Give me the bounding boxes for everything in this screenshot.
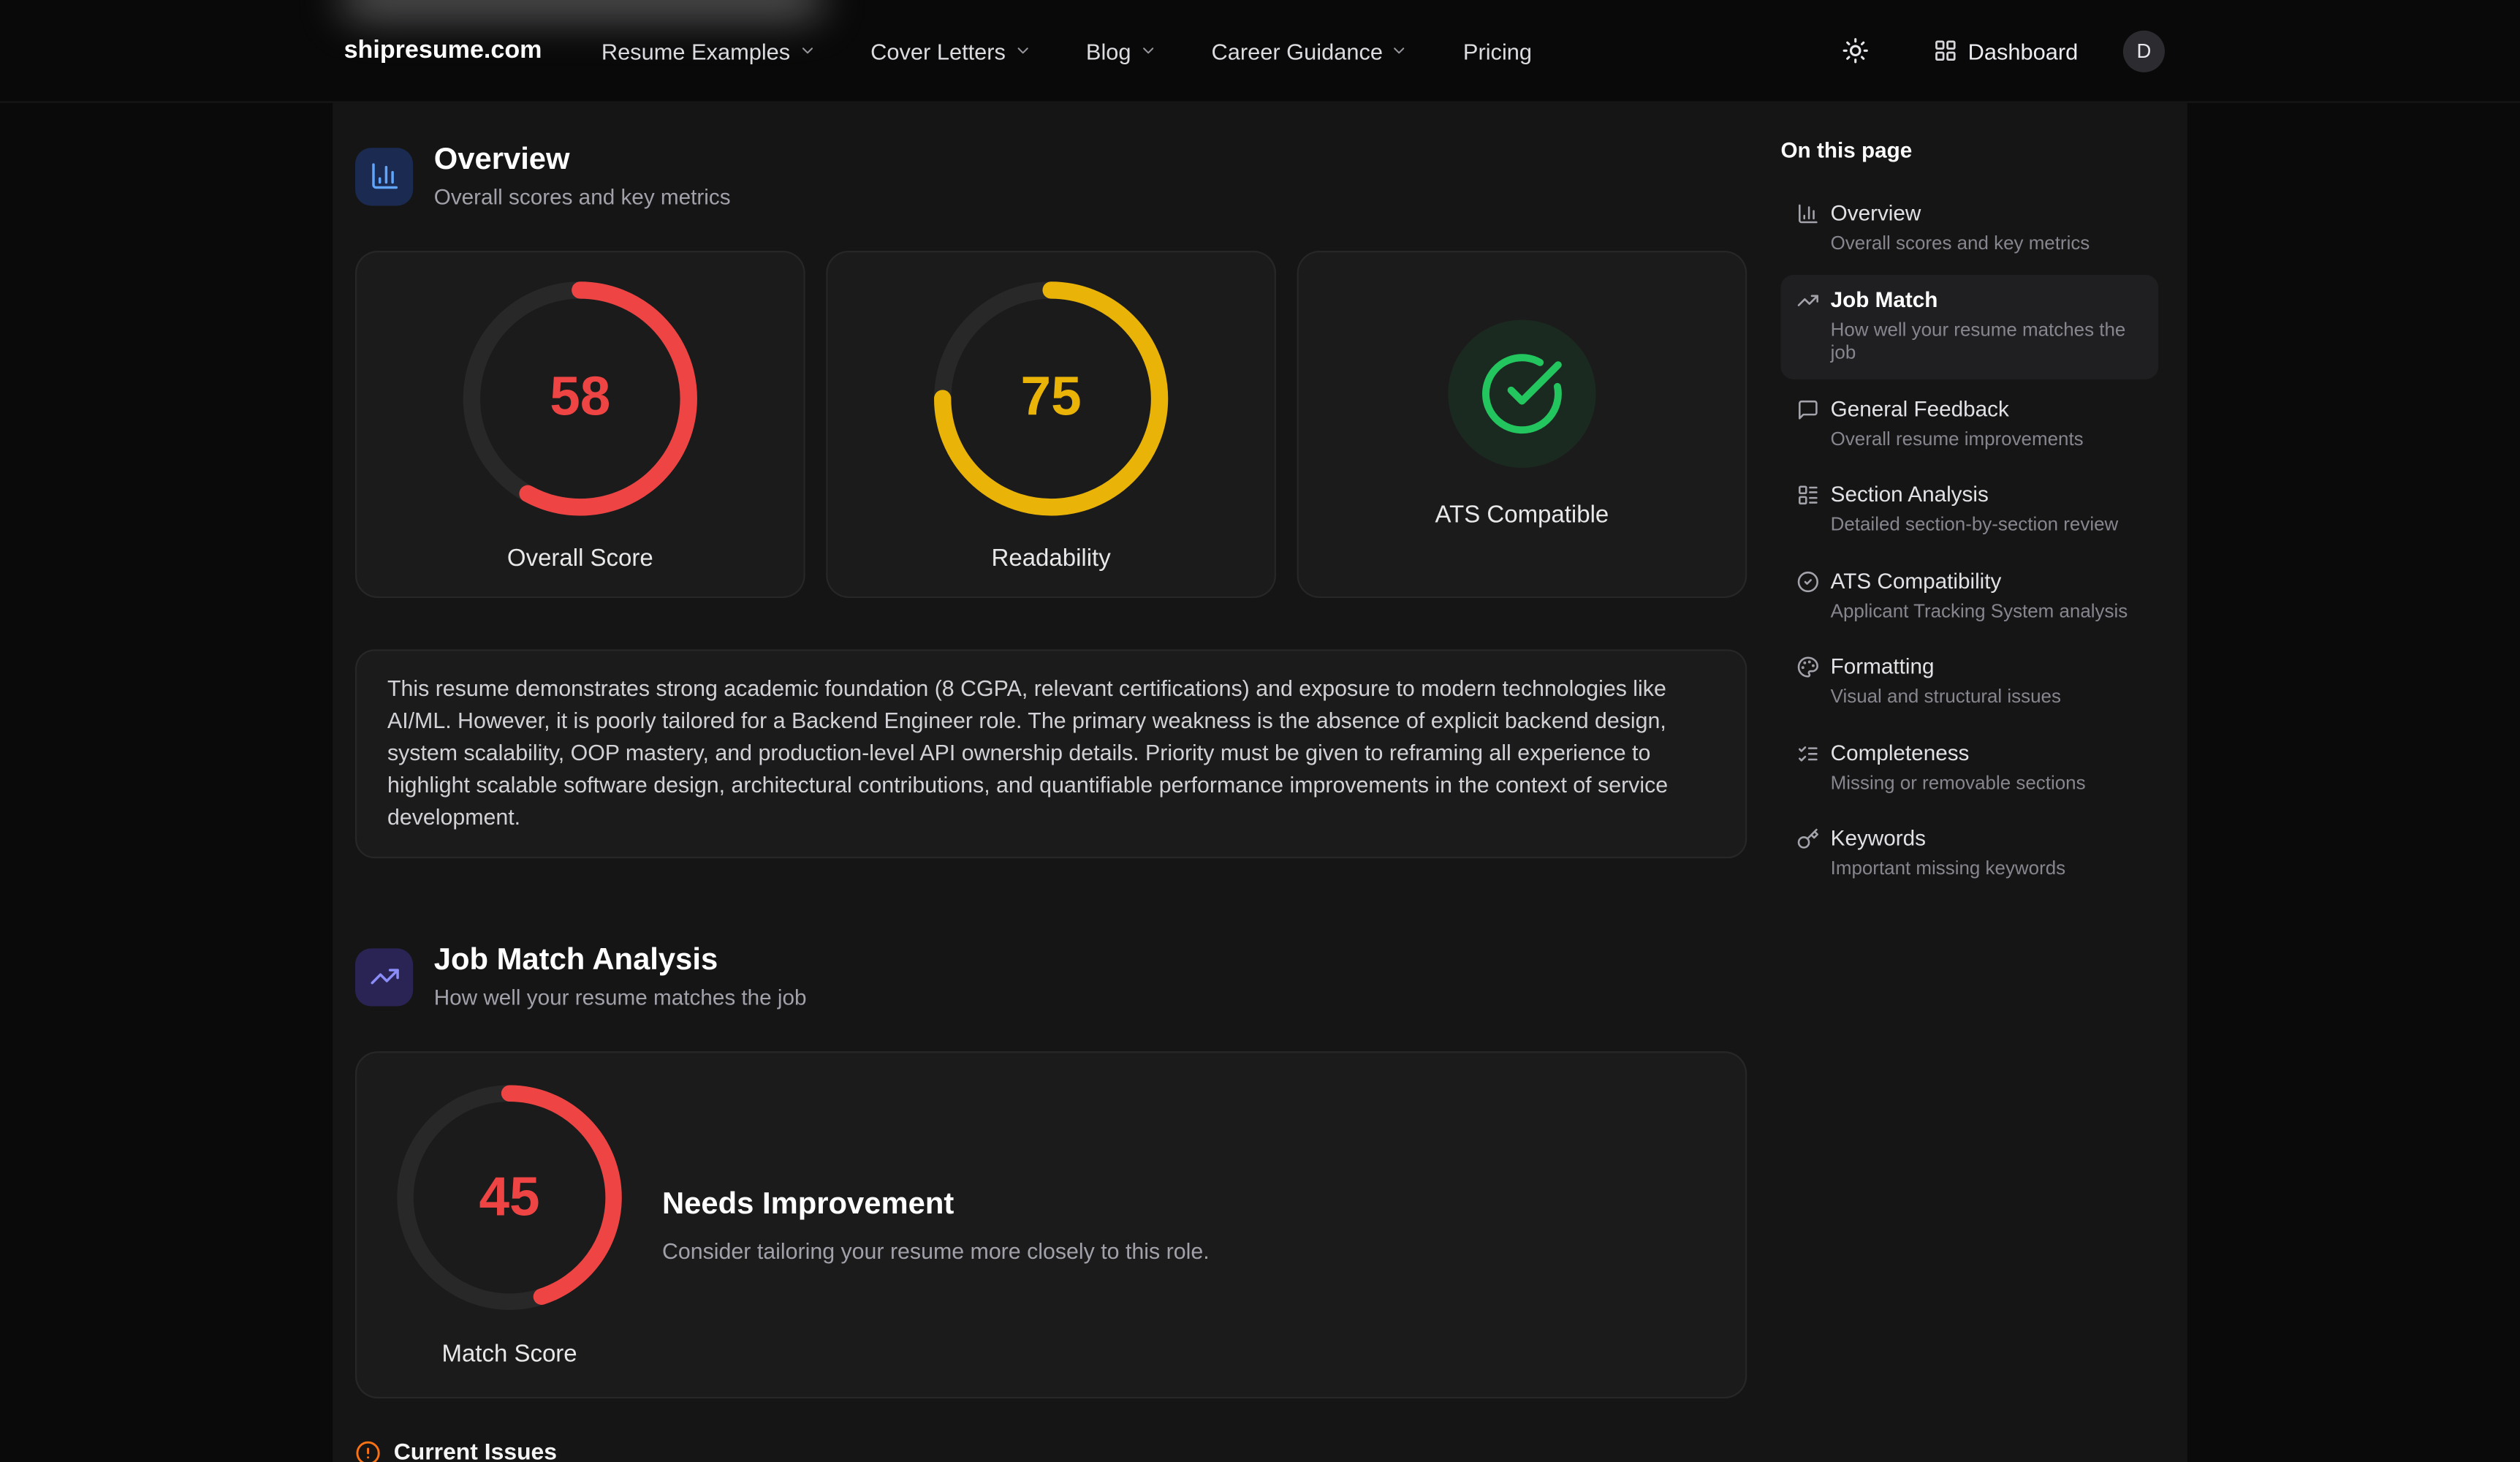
toc-item-job-match[interactable]: Job Match How well your resume matches th…	[1780, 273, 2159, 379]
list-checks-icon	[1796, 742, 1819, 765]
job-match-title: Job Match Analysis	[433, 943, 718, 977]
nav-blur-artifact	[341, 0, 823, 18]
readability-gauge: 75	[930, 277, 1172, 518]
toc-item-general-feedback[interactable]: General Feedback Overall resume improveme…	[1780, 383, 2158, 464]
toc-heading: On this page	[1780, 138, 1913, 163]
overview-summary-card: This resume demonstrates strong academic…	[354, 649, 1747, 859]
current-issues-title: Current Issues	[393, 1440, 558, 1462]
overall-score-gauge: 58	[460, 277, 701, 518]
nav-item-blog[interactable]: Blog	[1086, 38, 1157, 64]
chevron-down-icon	[1142, 48, 1153, 54]
page-panel: Overview Overall scores and key metrics …	[333, 102, 2187, 1462]
check-circle-icon	[1796, 570, 1819, 593]
nav-item-cover-letters[interactable]: Cover Letters	[870, 38, 1031, 64]
bar-chart-icon	[371, 163, 397, 189]
job-match-card: 45 Match Score Needs Improvement Conside…	[354, 1051, 1747, 1399]
message-square-icon	[1796, 398, 1819, 420]
chevron-down-icon	[1394, 48, 1405, 54]
palette-icon	[1796, 656, 1819, 678]
nav-item-label: Cover Letters	[870, 37, 1006, 64]
trending-up-icon	[370, 969, 398, 985]
toc-item-ats-compatibility[interactable]: ATS Compatibility Applicant Tracking Syst…	[1780, 556, 2158, 637]
overall-score-card: 58 Overall Score	[354, 251, 805, 599]
main-nav: Resume Examples Cover Letters Blog Caree…	[601, 38, 1532, 64]
ats-check-badge	[1448, 319, 1596, 468]
top-nav: shipresume.com Resume Examples Cover Let…	[0, 0, 2520, 103]
toc-item-section-analysis[interactable]: Section Analysis Detailed section-by-sect…	[1780, 469, 2158, 550]
overall-score-label: Overall Score	[506, 544, 653, 572]
match-score-label: Match Score	[441, 1340, 577, 1368]
key-icon	[1796, 827, 1819, 850]
readability-value: 75	[1020, 366, 1082, 428]
chevron-down-icon	[1017, 48, 1028, 54]
layout-grid-icon	[1935, 40, 1955, 61]
toc-item-keywords[interactable]: Keywords Important missing keywords	[1780, 814, 2158, 895]
overview-section: Overview Overall scores and key metrics …	[354, 143, 1747, 859]
nav-item-label: Career Guidance	[1211, 37, 1383, 64]
readability-label: Readability	[991, 544, 1111, 572]
ats-compatible-card: ATS Compatible	[1297, 251, 1747, 599]
overview-summary-text: This resume demonstrates strong academic…	[387, 676, 1669, 830]
job-match-subtitle: How well your resume matches the job	[433, 985, 807, 1010]
theme-toggle-button[interactable]	[1836, 31, 1875, 70]
current-issues-section: Current Issues	[355, 1440, 1747, 1462]
check-circle-icon	[1482, 354, 1562, 434]
nav-item-career-guidance[interactable]: Career Guidance	[1212, 38, 1409, 64]
overall-score-value: 58	[550, 366, 611, 428]
nav-item-label: Blog	[1085, 37, 1131, 64]
match-score-gauge: 45	[394, 1082, 626, 1314]
match-verdict: Needs Improvement	[661, 1186, 955, 1222]
match-advice: Consider tailoring your resume more clos…	[661, 1238, 1210, 1263]
layout-list-icon	[1796, 484, 1819, 507]
sun-icon	[1842, 38, 1868, 64]
bar-chart-icon	[1796, 202, 1819, 225]
toc-item-formatting[interactable]: Formatting Visual and structural issues	[1780, 641, 2158, 722]
chevron-down-icon	[802, 48, 813, 54]
readability-card: 75 Readability	[826, 251, 1276, 599]
overview-subtitle: Overall scores and key metrics	[433, 184, 731, 209]
nav-item-resume-examples[interactable]: Resume Examples	[601, 38, 816, 64]
on-this-page-sidebar: On this page Overview Overall scores and …	[1780, 103, 2159, 1462]
toc-item-completeness[interactable]: Completeness Missing or removable section…	[1780, 727, 2158, 808]
alert-circle-icon	[356, 1441, 380, 1462]
user-avatar[interactable]: D	[2122, 29, 2166, 72]
nav-item-pricing[interactable]: Pricing	[1463, 38, 1532, 64]
job-match-section-icon-tile	[354, 947, 414, 1006]
job-match-section: Job Match Analysis How well your resume …	[354, 943, 1747, 1399]
toc-item-overview[interactable]: Overview Overall scores and key metrics	[1780, 188, 2158, 269]
trending-up-icon	[1796, 289, 1819, 311]
brand-logo[interactable]: shipresume.com	[344, 36, 542, 64]
nav-item-label: Resume Examples	[601, 37, 791, 64]
nav-right-cluster: Dashboard D	[1836, 29, 2166, 72]
overview-title: Overview	[433, 143, 570, 177]
match-score-value: 45	[479, 1166, 540, 1227]
overview-section-icon-tile	[354, 147, 414, 205]
dashboard-label: Dashboard	[1967, 37, 2079, 64]
main-content: Overview Overall scores and key metrics …	[354, 103, 1747, 1462]
ats-compatible-label: ATS Compatible	[1435, 501, 1609, 529]
score-cards-row: 58 Overall Score 75 Readability	[354, 251, 1747, 599]
dashboard-link[interactable]: Dashboard	[1932, 38, 2078, 64]
nav-item-label: Pricing	[1462, 37, 1533, 64]
